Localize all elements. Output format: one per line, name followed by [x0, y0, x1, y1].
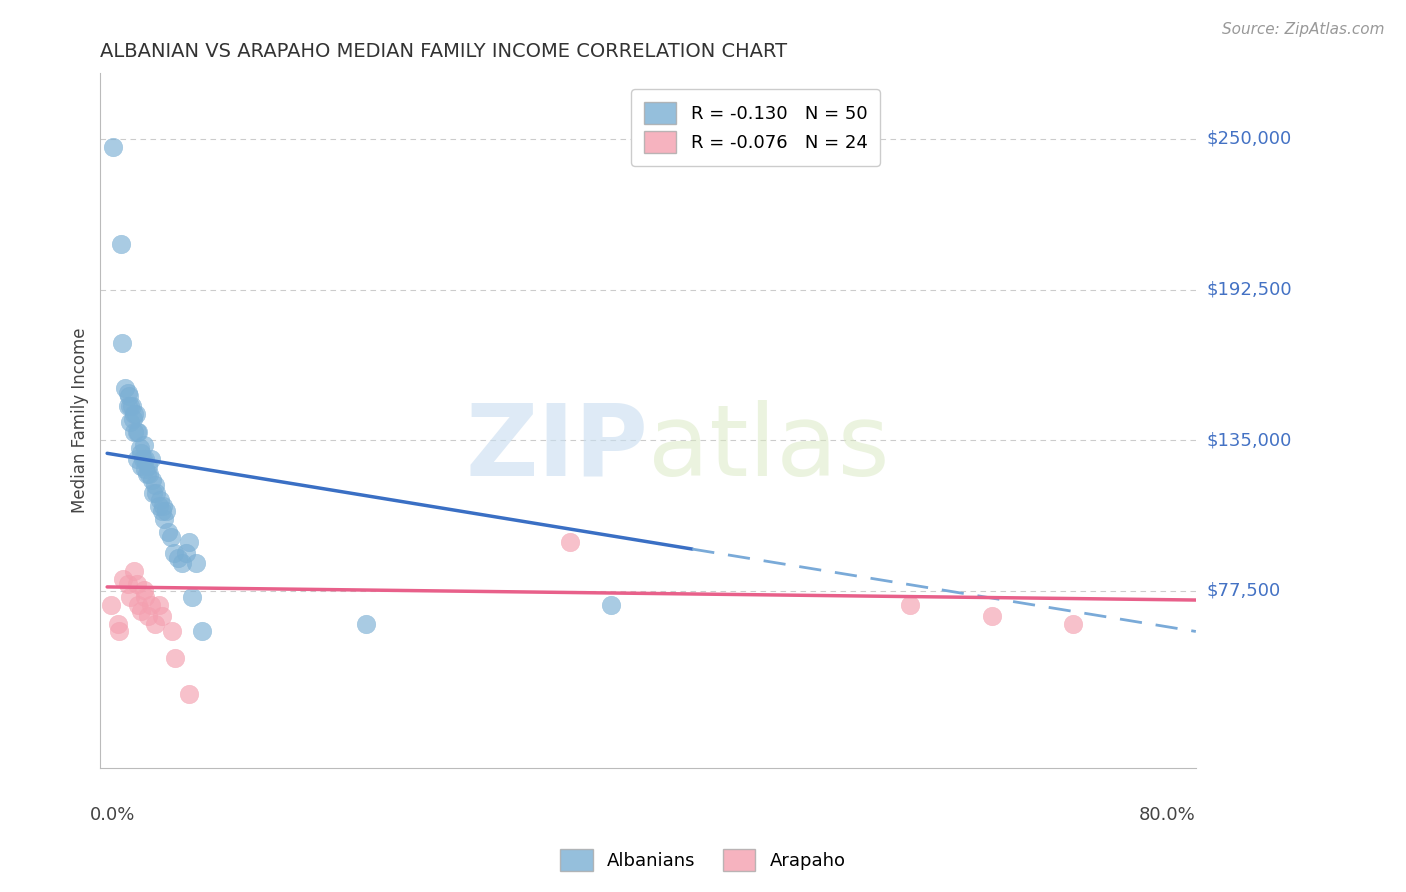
- Point: [134, 591, 156, 605]
- Point: [143, 477, 166, 491]
- Point: [170, 557, 193, 571]
- Point: [127, 425, 149, 440]
- Point: [101, 140, 124, 154]
- Point: [127, 425, 149, 440]
- Point: [112, 572, 135, 586]
- Point: [120, 415, 142, 429]
- Text: $192,500: $192,500: [1206, 281, 1292, 299]
- Point: [174, 546, 197, 560]
- Point: [143, 616, 166, 631]
- Point: [114, 381, 136, 395]
- Point: [180, 591, 202, 605]
- Point: [141, 473, 163, 487]
- Point: [153, 512, 176, 526]
- Point: [191, 624, 214, 639]
- Point: [160, 530, 183, 544]
- Point: [125, 407, 148, 421]
- Point: [118, 389, 141, 403]
- Point: [1062, 616, 1084, 631]
- Point: [155, 504, 177, 518]
- Point: [138, 467, 160, 482]
- Point: [124, 564, 146, 578]
- Text: Source: ZipAtlas.com: Source: ZipAtlas.com: [1222, 22, 1385, 37]
- Point: [139, 599, 162, 613]
- Point: [599, 599, 621, 613]
- Point: [100, 599, 122, 613]
- Point: [110, 236, 132, 251]
- Text: 0.0%: 0.0%: [90, 805, 135, 824]
- Point: [107, 616, 129, 631]
- Point: [129, 459, 152, 474]
- Point: [132, 438, 155, 452]
- Point: [162, 624, 184, 639]
- Point: [558, 535, 581, 549]
- Point: [132, 582, 155, 597]
- Point: [121, 399, 143, 413]
- Point: [128, 441, 150, 455]
- Text: ZIP: ZIP: [465, 400, 648, 497]
- Text: $135,000: $135,000: [1206, 431, 1292, 450]
- Point: [898, 599, 921, 613]
- Point: [134, 451, 156, 466]
- Point: [127, 577, 149, 591]
- Point: [117, 386, 139, 401]
- Point: [163, 546, 186, 560]
- Point: [165, 650, 187, 665]
- Point: [120, 591, 142, 605]
- Text: ALBANIAN VS ARAPAHO MEDIAN FAMILY INCOME CORRELATION CHART: ALBANIAN VS ARAPAHO MEDIAN FAMILY INCOME…: [100, 42, 787, 61]
- Point: [150, 504, 173, 518]
- Legend: Albanians, Arapaho: Albanians, Arapaho: [553, 842, 853, 879]
- Point: [129, 603, 152, 617]
- Point: [149, 493, 172, 508]
- Point: [177, 535, 200, 549]
- Point: [120, 399, 142, 413]
- Point: [980, 608, 1002, 623]
- Point: [108, 624, 131, 639]
- Point: [177, 687, 200, 701]
- Legend: R = -0.130   N = 50, R = -0.076   N = 24: R = -0.130 N = 50, R = -0.076 N = 24: [631, 89, 880, 166]
- Point: [150, 608, 173, 623]
- Text: $250,000: $250,000: [1206, 130, 1292, 148]
- Point: [184, 557, 207, 571]
- Point: [136, 608, 159, 623]
- Point: [131, 451, 153, 466]
- Point: [134, 462, 156, 476]
- Point: [145, 485, 167, 500]
- Point: [124, 425, 146, 440]
- Point: [148, 599, 170, 613]
- Point: [124, 407, 146, 421]
- Point: [148, 499, 170, 513]
- Point: [111, 336, 134, 351]
- Text: 80.0%: 80.0%: [1139, 805, 1197, 824]
- Point: [354, 616, 377, 631]
- Point: [117, 399, 139, 413]
- Point: [117, 577, 139, 591]
- Point: [135, 467, 157, 482]
- Point: [136, 459, 159, 474]
- Point: [139, 451, 162, 466]
- Point: [129, 446, 152, 460]
- Text: atlas: atlas: [648, 400, 890, 497]
- Point: [127, 599, 149, 613]
- Point: [157, 524, 180, 539]
- Point: [127, 451, 149, 466]
- Point: [122, 412, 145, 426]
- Point: [167, 551, 190, 566]
- Point: [142, 485, 165, 500]
- Point: [152, 499, 174, 513]
- Text: $77,500: $77,500: [1206, 582, 1281, 599]
- Y-axis label: Median Family Income: Median Family Income: [72, 328, 89, 513]
